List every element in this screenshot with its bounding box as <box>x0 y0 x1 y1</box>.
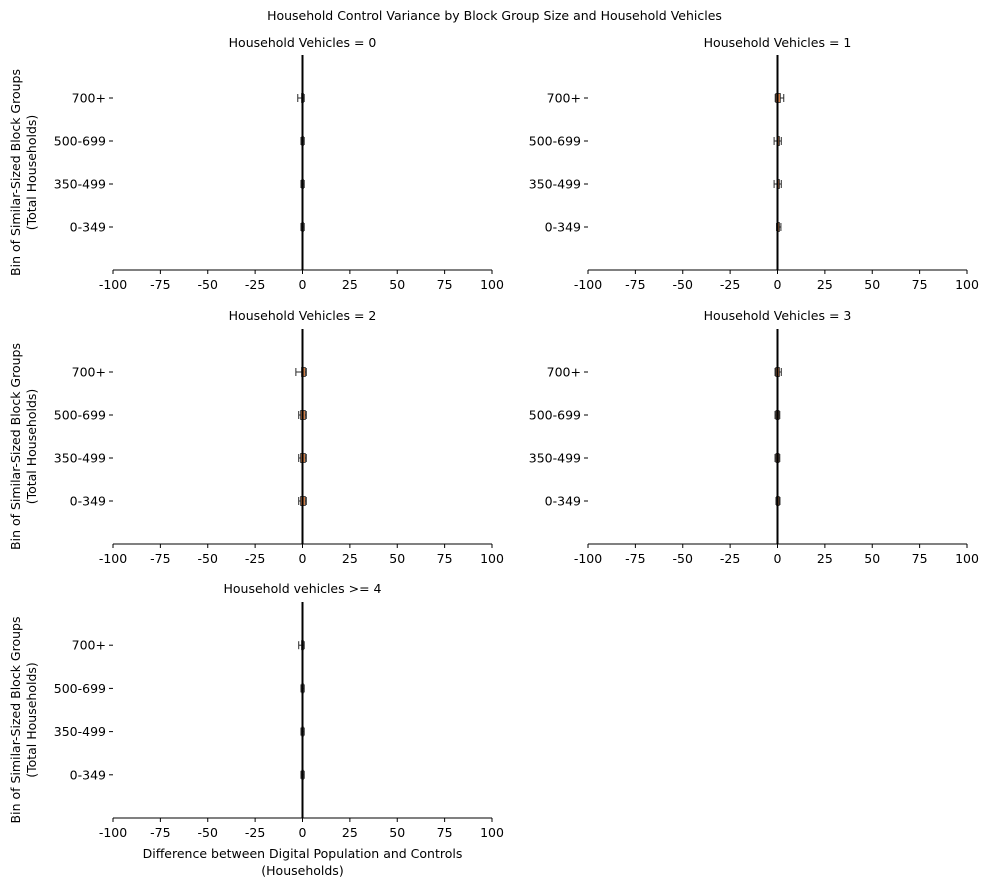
x-tick-label: 0 <box>299 825 307 840</box>
y-tick-label: 500-699 <box>54 681 106 696</box>
x-tick-label: -25 <box>720 551 740 566</box>
x-tick-label: -50 <box>198 551 218 566</box>
x-tick-label: 50 <box>389 277 405 292</box>
y-axis-label-line2: (Total Households) <box>24 662 39 778</box>
x-tick-label: 50 <box>389 825 405 840</box>
subplot-title: Household Vehicles = 2 <box>229 308 377 323</box>
y-tick-label: 500-699 <box>529 134 581 149</box>
figure-title: Household Control Variance by Block Grou… <box>267 8 722 23</box>
x-tick-label: -75 <box>150 551 170 566</box>
x-tick-label: 25 <box>342 277 358 292</box>
x-tick-label: 100 <box>955 551 979 566</box>
y-tick-label: 700+ <box>547 91 581 106</box>
y-axis-label-line1: Bin of Similar-Sized Block Groups <box>8 617 23 824</box>
subplot-title: Household Vehicles = 0 <box>229 35 377 50</box>
y-tick-label: 350-499 <box>529 451 581 466</box>
y-tick-label: 0-349 <box>545 220 581 235</box>
x-tick-label: -50 <box>198 825 218 840</box>
x-tick-label: 75 <box>912 551 928 566</box>
x-tick-label: 75 <box>912 277 928 292</box>
x-tick-label: 0 <box>299 551 307 566</box>
box-700+ <box>295 367 307 377</box>
x-axis-label-line2: (Households) <box>261 863 343 878</box>
y-tick-label: 700+ <box>72 91 106 106</box>
x-tick-label: 0 <box>299 277 307 292</box>
y-tick-label: 350-499 <box>54 724 106 739</box>
x-tick-label: 75 <box>437 551 453 566</box>
x-tick-label: 0 <box>774 551 782 566</box>
x-tick-label: -50 <box>673 551 693 566</box>
x-tick-label: 100 <box>480 277 504 292</box>
x-tick-label: -75 <box>625 551 645 566</box>
y-axis-label-line2: (Total Households) <box>24 115 39 231</box>
y-tick-label: 500-699 <box>54 408 106 423</box>
x-tick-label: 75 <box>437 825 453 840</box>
y-tick-label: 350-499 <box>54 177 106 192</box>
subplot-1: Household Vehicles = 0 -100 -75 -50 -25 0 25 50… <box>8 35 504 292</box>
x-tick-label: -100 <box>574 277 602 292</box>
x-tick-label: -50 <box>673 277 693 292</box>
x-tick-label: -25 <box>245 277 265 292</box>
subplot-4: Household Vehicles = 3 -100 -75 -50 -25 0 25 50… <box>529 308 979 566</box>
y-tick-label: 350-499 <box>54 451 106 466</box>
y-axis-label-line1: Bin of Similar-Sized Block Groups <box>8 343 23 550</box>
y-axis-label-line2: (Total Households) <box>24 389 39 505</box>
y-tick-label: 0-349 <box>70 494 106 509</box>
x-tick-label: 0 <box>774 277 782 292</box>
x-tick-label: 25 <box>342 825 358 840</box>
x-tick-label: -75 <box>150 825 170 840</box>
y-tick-label: 0-349 <box>70 220 106 235</box>
y-tick-label: 700+ <box>72 638 106 653</box>
x-tick-label: 25 <box>817 551 833 566</box>
x-tick-label: -25 <box>245 551 265 566</box>
subplot-title: Household Vehicles = 1 <box>704 35 852 50</box>
y-tick-label: 0-349 <box>545 494 581 509</box>
x-tick-label: -100 <box>574 551 602 566</box>
y-tick-label: 500-699 <box>54 134 106 149</box>
x-tick-label: -100 <box>99 825 127 840</box>
subplot-title: Household vehicles >= 4 <box>223 581 381 596</box>
x-tick-label: 50 <box>864 551 880 566</box>
x-tick-label: 50 <box>389 551 405 566</box>
x-tick-label: -50 <box>198 277 218 292</box>
x-tick-label: -75 <box>625 277 645 292</box>
y-tick-label: 700+ <box>72 365 106 380</box>
subplot-3: Household Vehicles = 2 -100 -75 -50 -25 0 25 50… <box>8 308 504 566</box>
y-tick-label: 700+ <box>547 365 581 380</box>
x-tick-label: 25 <box>817 277 833 292</box>
subplot-5: Household vehicles >= 4 -100 -75 -50 -25 0 25 5… <box>8 581 504 840</box>
y-tick-label: 350-499 <box>529 177 581 192</box>
x-tick-label: -25 <box>245 825 265 840</box>
x-tick-label: 25 <box>342 551 358 566</box>
x-tick-label: -100 <box>99 551 127 566</box>
x-tick-label: 100 <box>480 551 504 566</box>
x-tick-label: -75 <box>150 277 170 292</box>
x-tick-label: -100 <box>99 277 127 292</box>
subplot-title: Household Vehicles = 3 <box>704 308 852 323</box>
x-tick-label: 100 <box>955 277 979 292</box>
y-tick-label: 0-349 <box>70 767 106 782</box>
subplot-2: Household Vehicles = 1 -100 -75 -50 -25 0 25 50… <box>529 35 979 292</box>
x-tick-label: -25 <box>720 277 740 292</box>
x-axis-label-line1: Difference between Digital Population an… <box>143 846 463 861</box>
x-tick-label: 50 <box>864 277 880 292</box>
y-axis-label-line1: Bin of Similar-Sized Block Groups <box>8 69 23 276</box>
x-tick-label: 75 <box>437 277 453 292</box>
y-tick-label: 500-699 <box>529 408 581 423</box>
x-tick-label: 100 <box>480 825 504 840</box>
